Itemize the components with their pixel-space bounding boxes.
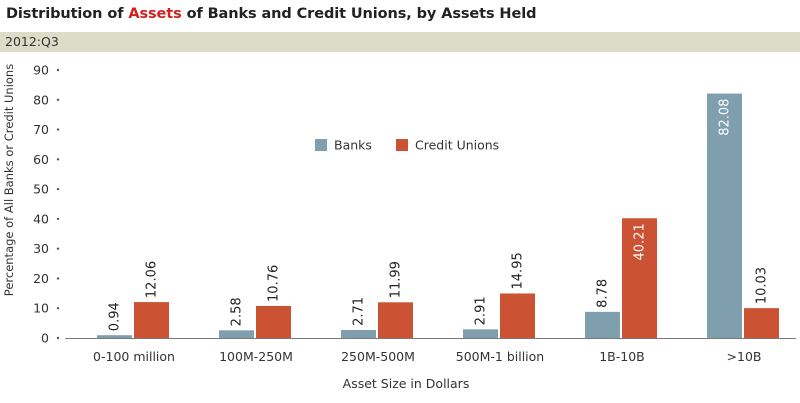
bar-credit-unions — [500, 293, 535, 338]
y-tick-mark — [56, 68, 60, 72]
y-tick-label: 20 — [33, 271, 49, 286]
title-highlight: Assets — [128, 6, 182, 22]
x-axis-label: Asset Size in Dollars — [343, 376, 470, 391]
data-label-banks: 2.71 — [352, 297, 367, 326]
data-label-banks: 8.78 — [596, 279, 611, 308]
bar-credit-unions — [622, 218, 657, 338]
bar-banks — [707, 93, 742, 338]
legend-swatch-credit-unions — [396, 139, 408, 151]
data-label-credit-unions: 11.99 — [389, 261, 404, 298]
legend-label-credit-unions: Credit Unions — [415, 138, 499, 153]
bar-credit-unions — [134, 302, 169, 338]
y-tick-mark — [56, 98, 60, 101]
y-tick-label: 30 — [33, 241, 49, 256]
x-tick-label: >10B — [727, 349, 762, 364]
y-tick-label: 10 — [33, 301, 49, 316]
bar-banks — [97, 335, 132, 338]
legend-label-banks: Banks — [334, 138, 372, 153]
x-tick-label: 500M-1 billion — [456, 349, 544, 364]
y-tick-mark — [56, 187, 60, 191]
period-label: 2012:Q3 — [5, 34, 59, 49]
y-tick-label: 0 — [41, 331, 49, 346]
data-label-credit-unions: 14.95 — [511, 252, 526, 289]
y-axis-label: Percentage of All Banks or Credit Unions — [2, 64, 16, 296]
legend-swatch-banks — [315, 139, 327, 151]
bar-banks — [341, 329, 376, 338]
data-label-credit-unions: 12.06 — [145, 261, 160, 298]
bar-credit-unions — [378, 302, 413, 338]
y-tick-mark — [56, 277, 60, 280]
y-tick-label: 70 — [33, 122, 49, 137]
y-tick-label: 60 — [33, 152, 49, 167]
bar-banks — [463, 329, 498, 338]
bar-credit-unions — [256, 305, 291, 338]
period-bar: 2012:Q3 — [0, 32, 800, 52]
data-label-credit-unions: 40.21 — [633, 223, 648, 260]
data-label-banks: 2.58 — [230, 297, 245, 326]
title-row: Distribution of Assets of Banks and Cred… — [0, 0, 800, 32]
y-tick-label: 40 — [33, 211, 49, 226]
bar-credit-unions — [744, 308, 779, 338]
y-tick-label: 80 — [33, 92, 49, 107]
data-label-banks: 0.94 — [108, 302, 123, 331]
data-label-credit-unions: 10.76 — [267, 265, 282, 302]
y-tick-label: 90 — [33, 63, 49, 78]
y-tick-mark — [56, 247, 60, 250]
y-tick-label: 50 — [33, 182, 49, 197]
title-prefix: Distribution of — [6, 6, 129, 22]
chart-title: Distribution of Assets of Banks and Cred… — [6, 6, 536, 22]
x-tick-label: 250M-500M — [341, 349, 415, 364]
y-tick-mark — [56, 307, 60, 310]
data-label-banks: 2.91 — [474, 296, 489, 325]
bar-banks — [219, 330, 254, 338]
x-tick-label: 100M-250M — [219, 349, 293, 364]
y-tick-mark — [56, 128, 60, 131]
x-tick-label: 0-100 million — [93, 349, 175, 364]
data-label-banks: 82.08 — [718, 99, 733, 136]
bar-banks — [585, 311, 620, 338]
y-tick-mark — [56, 158, 60, 161]
title-suffix: of Banks and Credit Unions, by Assets He… — [181, 6, 537, 22]
y-tick-mark — [56, 336, 60, 340]
data-label-credit-unions: 10.03 — [755, 267, 770, 304]
y-tick-mark — [56, 217, 60, 221]
x-tick-label: 1B-10B — [599, 349, 645, 364]
